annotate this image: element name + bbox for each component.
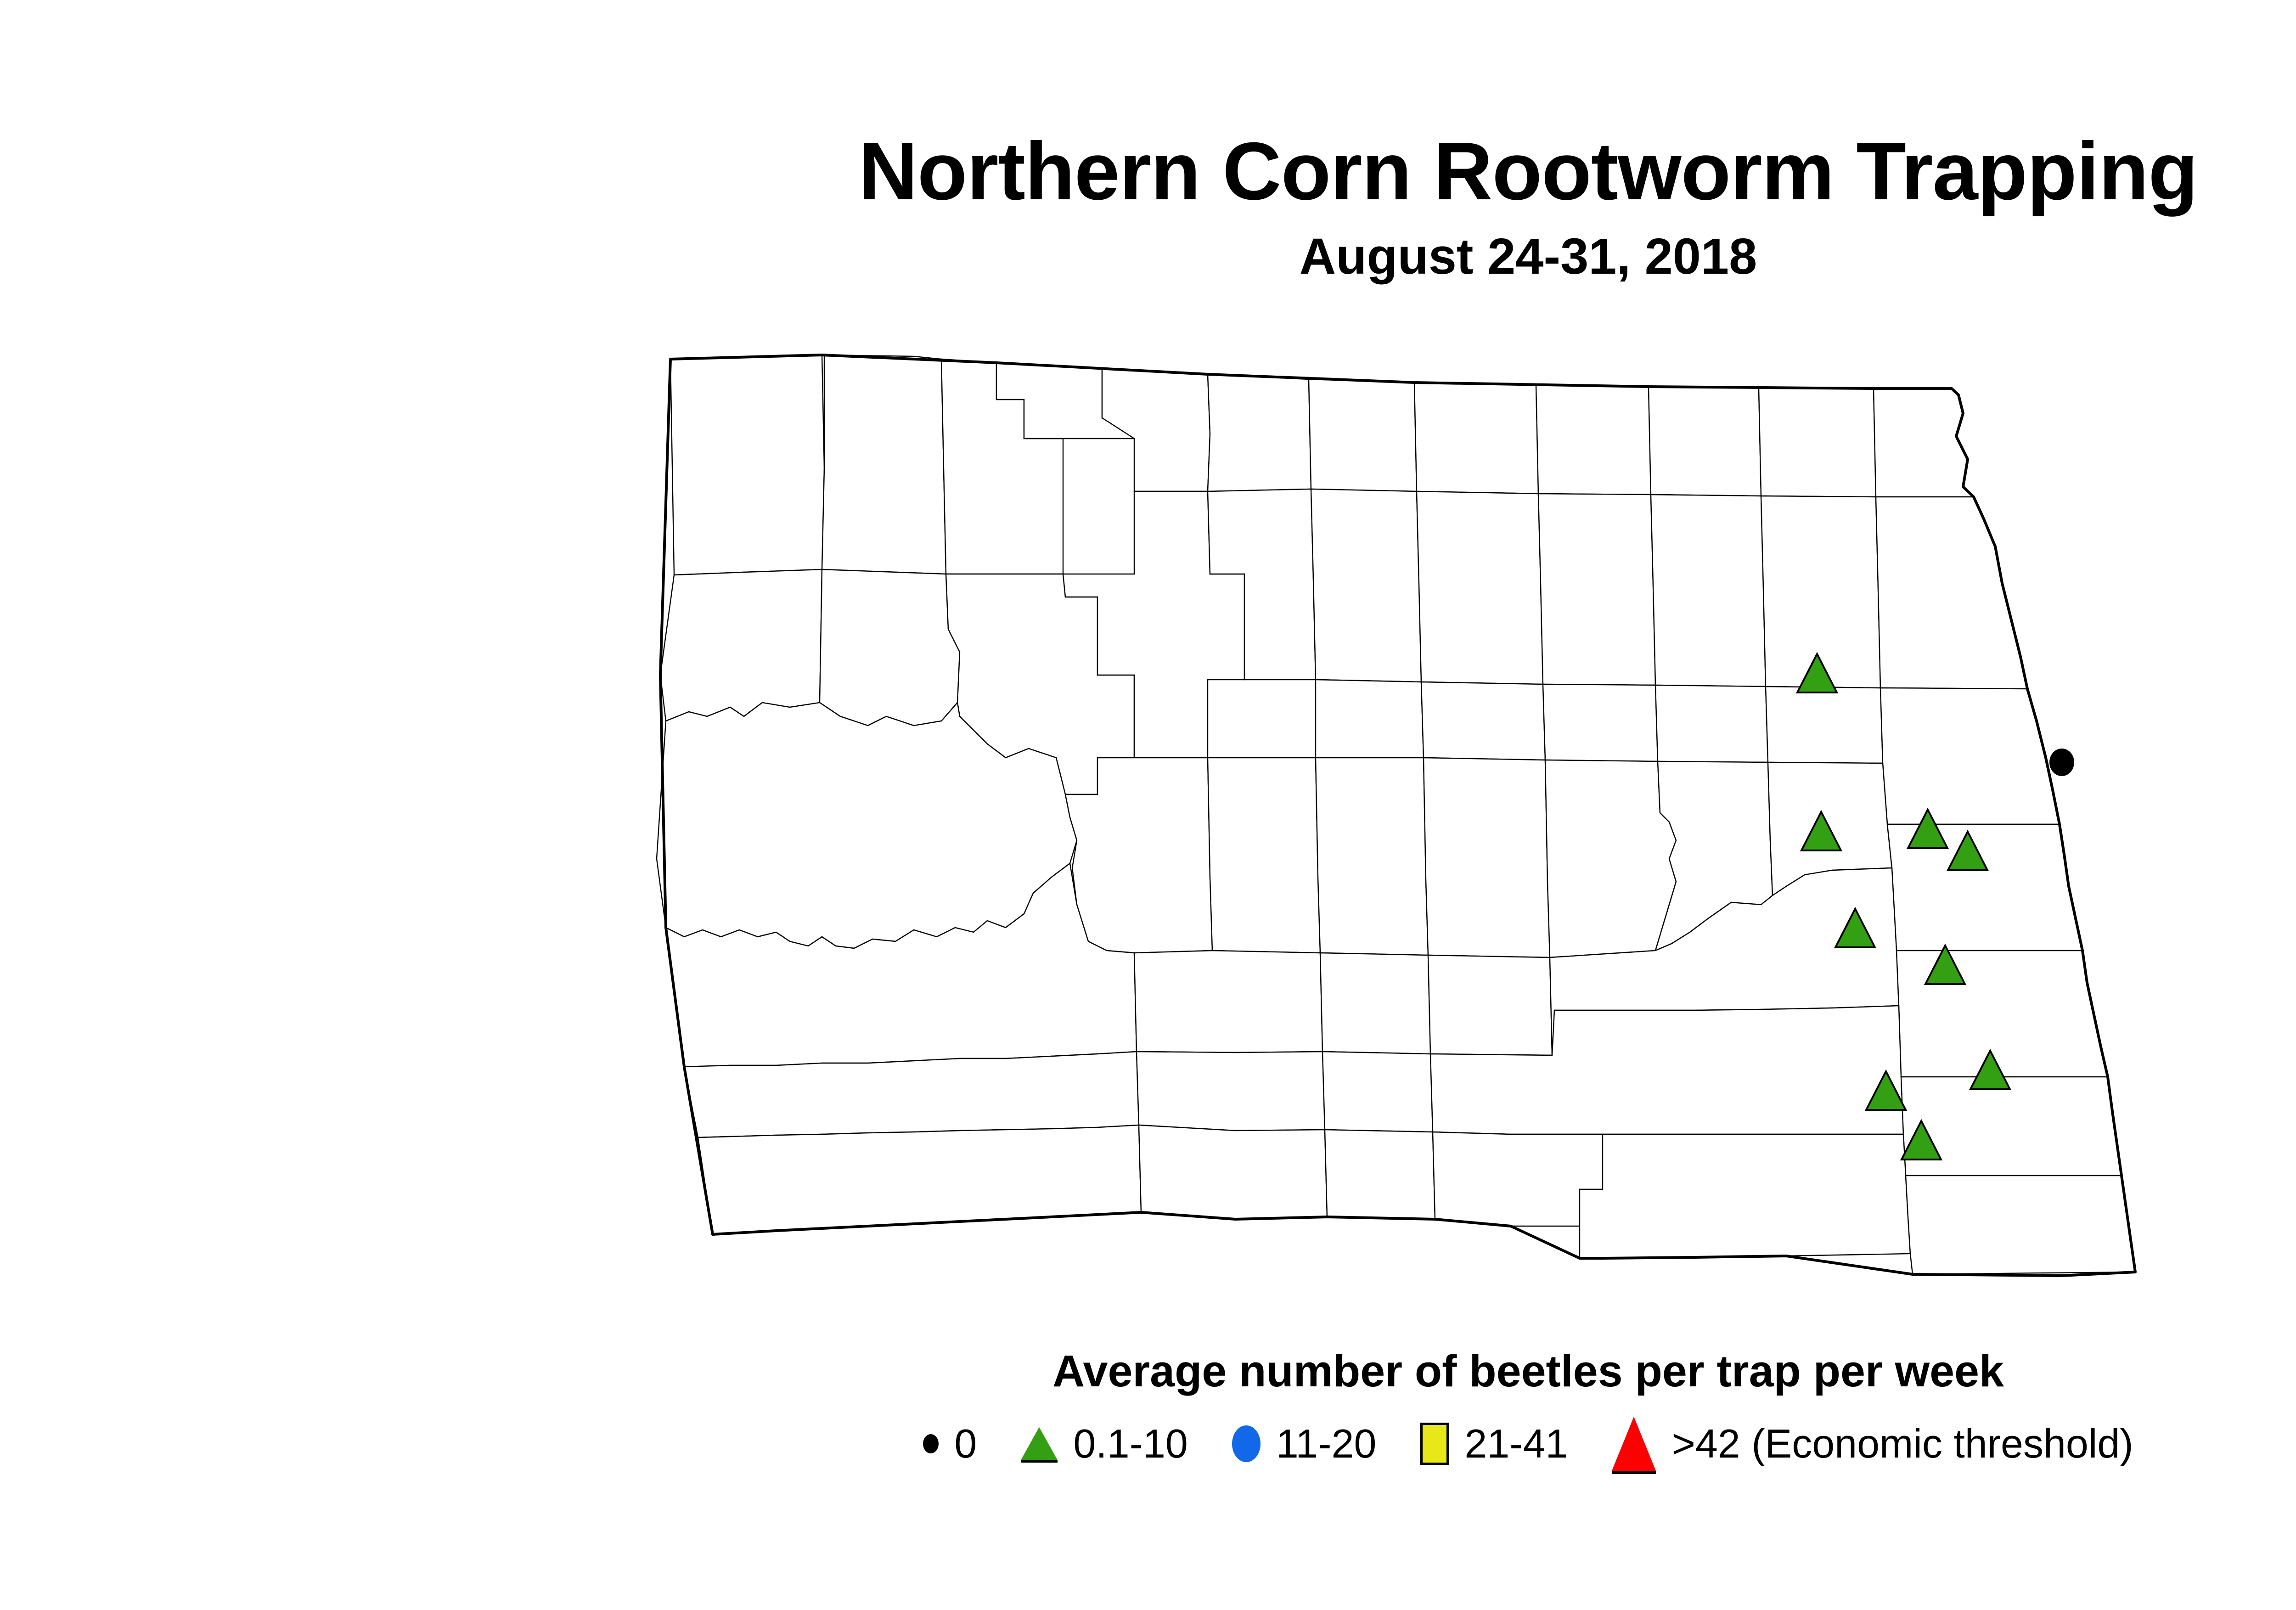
legend-item-zero[interactable]: 0 bbox=[923, 1424, 977, 1464]
data-markers[interactable] bbox=[1795, 652, 2074, 1160]
circle-blue-icon bbox=[1232, 1425, 1261, 1462]
square-yellow-icon bbox=[1420, 1423, 1449, 1465]
legend-item-low[interactable]: 0.1-10 bbox=[1021, 1424, 1188, 1464]
map-svg[interactable] bbox=[592, 354, 2209, 1323]
legend-label: 0 bbox=[954, 1421, 977, 1466]
title-block: Northern Corn Rootworm Trapping August 2… bbox=[0, 125, 2296, 285]
page-subtitle: August 24-31, 2018 bbox=[1299, 228, 1757, 285]
marker-triangle[interactable] bbox=[1969, 1048, 2012, 1090]
marker-triangle[interactable] bbox=[1864, 1069, 1908, 1111]
north-dakota-county-map[interactable] bbox=[592, 354, 2209, 1323]
page-title: Northern Corn Rootworm Trapping bbox=[859, 125, 2198, 217]
marker-triangle[interactable] bbox=[1924, 943, 1967, 985]
marker-dot[interactable] bbox=[2049, 749, 2074, 776]
triangle-green-icon bbox=[1021, 1427, 1058, 1463]
marker-triangle[interactable] bbox=[1946, 829, 1989, 871]
marker-triangle[interactable] bbox=[1800, 810, 1843, 851]
legend-item-high[interactable]: 21-41 bbox=[1420, 1423, 1568, 1465]
legend-title: Average number of beetles per trap per w… bbox=[1052, 1346, 2004, 1396]
legend: 0 0.1-10 11-20 21-41 >42 (Economic thres… bbox=[0, 1417, 2296, 1474]
dot-black-icon bbox=[923, 1434, 939, 1453]
legend-item-mid[interactable]: 11-20 bbox=[1232, 1421, 1377, 1466]
marker-triangle[interactable] bbox=[1834, 906, 1877, 948]
legend-label: 11-20 bbox=[1276, 1421, 1377, 1466]
marker-triangle[interactable] bbox=[1900, 1119, 1943, 1160]
marker-triangle[interactable] bbox=[1906, 807, 1949, 849]
legend-label: 0.1-10 bbox=[1073, 1421, 1188, 1466]
marker-triangle[interactable] bbox=[1795, 652, 1839, 693]
triangle-red-icon bbox=[1612, 1417, 1656, 1474]
legend-item-threshold[interactable]: >42 (Economic threshold) bbox=[1612, 1417, 2133, 1474]
legend-label: >42 (Economic threshold) bbox=[1671, 1421, 2133, 1466]
state-outline bbox=[660, 355, 2135, 1276]
legend-label: 21-41 bbox=[1464, 1421, 1568, 1466]
